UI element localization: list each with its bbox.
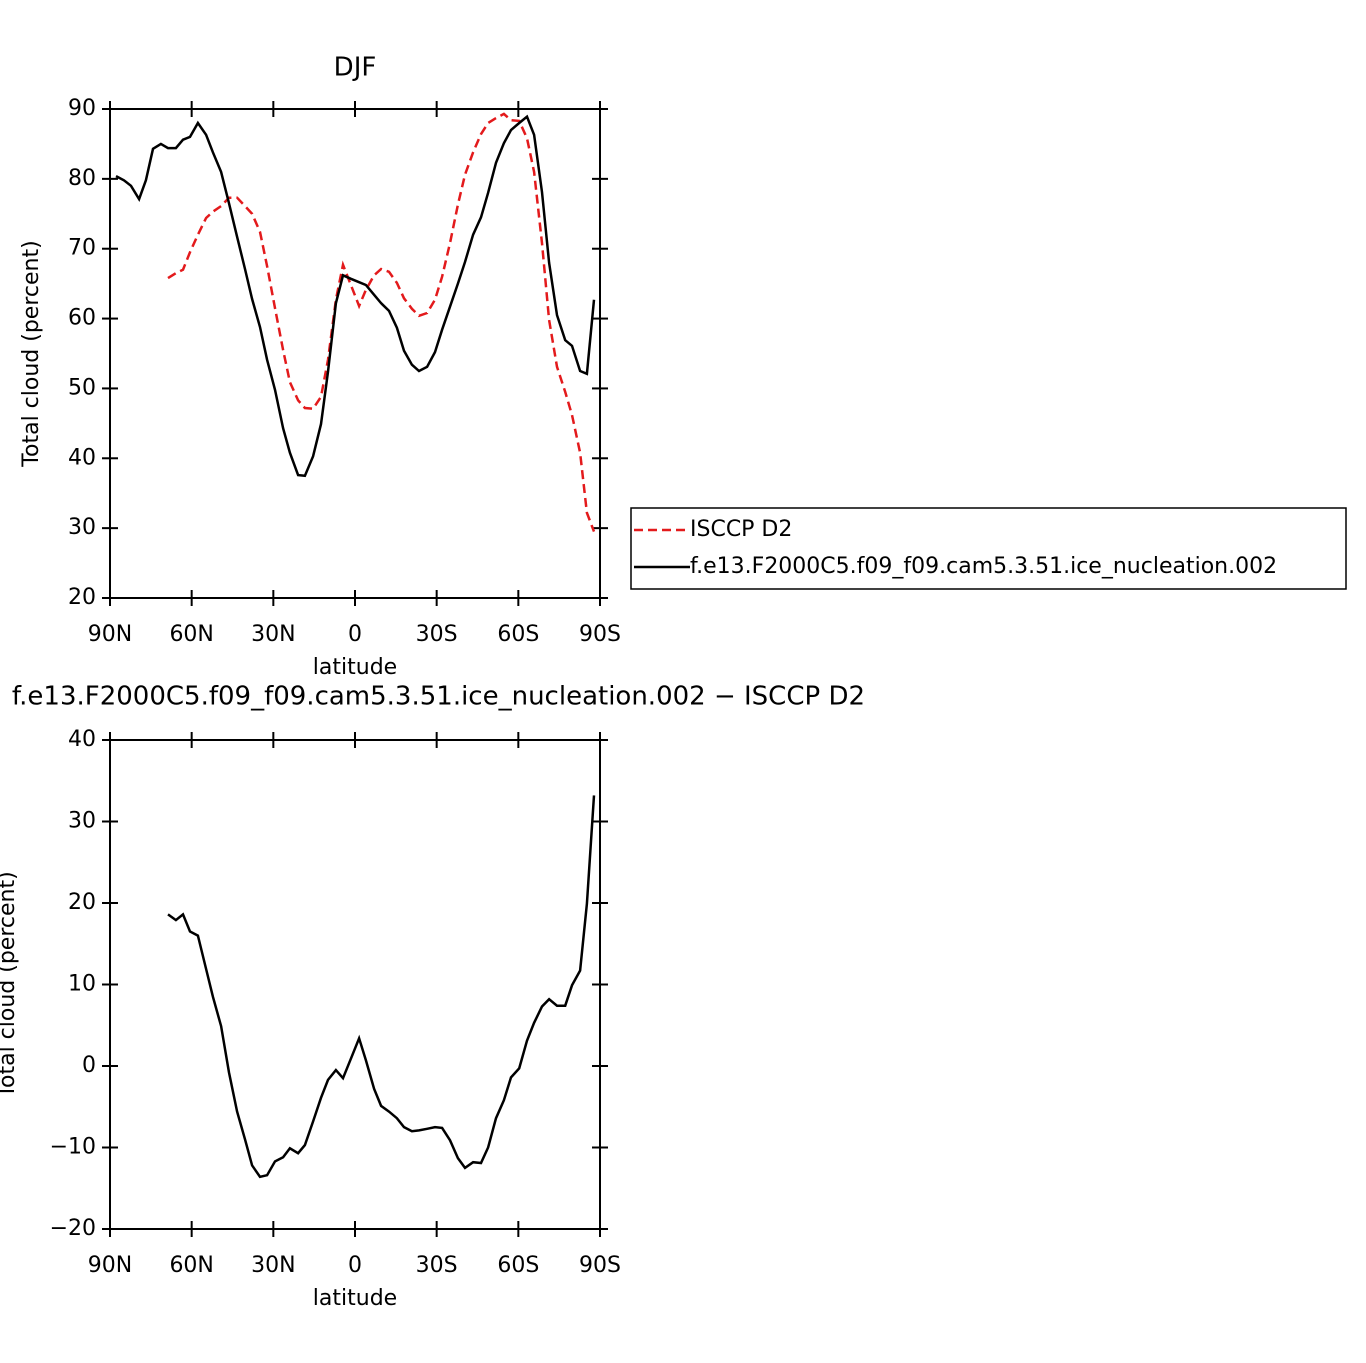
chart-title: f.e13.F2000C5.f09_f09.cam5.3.51.ice_nucl…: [12, 682, 865, 712]
y-tick-label: 60: [68, 306, 96, 331]
legend-label: ISCCP D2: [690, 517, 792, 542]
x-tick-label: 60N: [169, 622, 213, 647]
x-axis-label: latitude: [313, 655, 397, 680]
y-tick-label: 70: [68, 236, 96, 261]
x-tick-label: 60S: [497, 622, 539, 647]
x-tick-label: 90S: [579, 1253, 621, 1278]
x-tick-label: 30S: [416, 1253, 458, 1278]
y-tick-label: 50: [68, 375, 96, 400]
y-tick-label: 20: [68, 585, 96, 610]
x-tick-label: 90N: [88, 622, 132, 647]
y-tick-label: 20: [68, 890, 96, 915]
legend-label: f.e13.F2000C5.f09_f09.cam5.3.51.ice_nucl…: [690, 554, 1277, 579]
x-tick-label: 90N: [88, 1253, 132, 1278]
x-tick-label: 60S: [497, 1253, 539, 1278]
y-tick-label: 80: [68, 166, 96, 191]
y-tick-label: 30: [68, 515, 96, 540]
data-line: [167, 112, 596, 533]
plot-frame: [109, 108, 601, 599]
x-tick-label: 90S: [579, 622, 621, 647]
x-tick-label: 30N: [251, 622, 295, 647]
data-line: [167, 795, 596, 1179]
x-tick-label: 0: [348, 622, 362, 647]
y-tick-label: 0: [82, 1053, 96, 1078]
y-tick-label: 30: [68, 809, 96, 834]
plot-frame: [109, 739, 601, 1230]
y-tick-label: −10: [50, 1135, 96, 1160]
y-axis-label: Total cloud (percent): [0, 871, 20, 1098]
x-tick-label: 60N: [169, 1253, 213, 1278]
x-tick-label: 30S: [416, 622, 458, 647]
y-tick-label: 40: [68, 727, 96, 752]
y-tick-label: 40: [68, 445, 96, 470]
x-tick-label: 30N: [251, 1253, 295, 1278]
data-line: [115, 114, 596, 478]
y-tick-label: −20: [50, 1216, 96, 1241]
y-axis-label: Total cloud (percent): [19, 240, 44, 467]
legend-box: [630, 507, 1347, 590]
y-tick-label: 10: [68, 972, 96, 997]
y-tick-label: 90: [68, 96, 96, 121]
chart-title: DJF: [334, 53, 377, 83]
x-tick-label: 0: [348, 1253, 362, 1278]
x-axis-label: latitude: [313, 1286, 397, 1311]
